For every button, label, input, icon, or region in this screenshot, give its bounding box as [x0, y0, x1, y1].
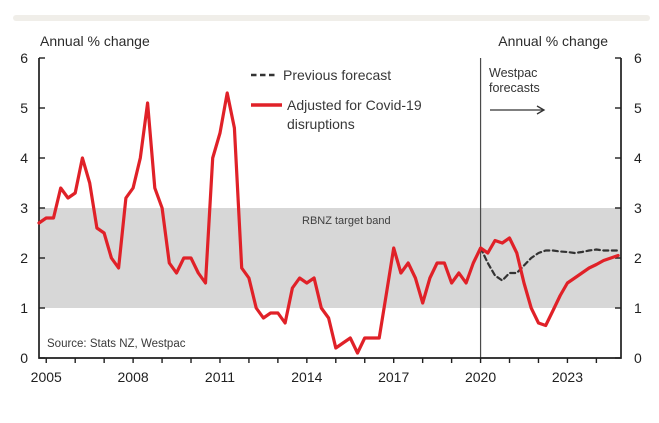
legend-label: Adjusted for Covid-19 disruptions: [287, 97, 422, 132]
x-tick-label: 2020: [465, 369, 496, 385]
target-band-label: RBNZ target band: [302, 215, 391, 227]
y-tick-label-right: 2: [634, 250, 642, 266]
y-tick-label-left: 2: [20, 250, 28, 266]
forecast-annotation-line1: Westpac: [489, 66, 538, 80]
forecast-annotation-line2: forecasts: [489, 81, 540, 95]
source-note: Source: Stats NZ, Westpac: [47, 338, 186, 350]
series-covid-adjusted: [37, 91, 620, 355]
x-tick-label: 2023: [552, 369, 583, 385]
left-axis-title: Annual % change: [40, 33, 150, 49]
x-tick-label: 2011: [205, 369, 235, 385]
y-tick-label-right: 6: [634, 50, 642, 66]
legend-label: Previous forecast: [283, 67, 392, 83]
dashed-line-icon: [251, 73, 278, 77]
right-axis-title: Annual % change: [498, 33, 608, 49]
y-tick-label-right: 4: [634, 150, 642, 166]
y-tick-label-right: 5: [634, 100, 642, 116]
forecast-annotation: Westpac forecasts: [489, 66, 547, 116]
y-tick-label-left: 4: [20, 150, 28, 166]
y-tick-label-left: 6: [20, 50, 28, 66]
target-band: [39, 208, 621, 308]
y-tick-label-left: 3: [20, 200, 28, 216]
x-tick-label: 2014: [291, 369, 322, 385]
legend-item-previous-forecast: Previous forecast: [251, 66, 439, 85]
y-tick-label-right: 3: [634, 200, 642, 216]
x-tick-label: 2005: [31, 369, 62, 385]
y-tick-label-left: 1: [20, 300, 28, 316]
y-tick-label-left: 0: [20, 350, 28, 366]
top-decoration-bar: [13, 15, 650, 21]
legend-item-covid-adjusted: Adjusted for Covid-19 disruptions: [251, 96, 439, 134]
y-tick-label-right: 1: [634, 300, 642, 316]
solid-line-icon: [251, 103, 282, 107]
right-arrow-icon: [490, 105, 546, 115]
chart-legend: Previous forecast Adjusted for Covid-19 …: [251, 66, 439, 145]
x-tick-label: 2008: [118, 369, 149, 385]
y-tick-label-left: 5: [20, 100, 28, 116]
y-tick-label-right: 0: [634, 350, 642, 366]
x-tick-label: 2017: [378, 369, 409, 385]
series-previous-forecast: [479, 246, 620, 282]
